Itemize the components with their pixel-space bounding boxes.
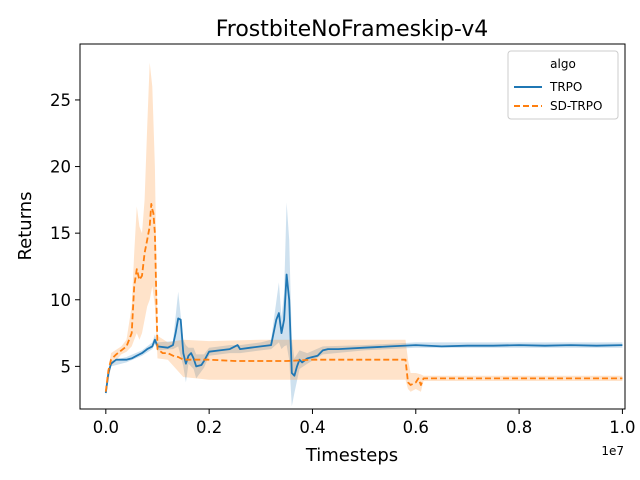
x-axis-label: Timesteps: [305, 445, 398, 466]
series-line-trpo: [104, 273, 623, 394]
y-tick-label: 20: [50, 158, 71, 177]
x-tick-label: 1.0: [609, 418, 635, 437]
y-axis-label: Returns: [15, 191, 36, 260]
legend-entry-trpo: TRPO: [549, 80, 582, 94]
x-tick-label: 0.2: [196, 418, 222, 437]
x-axis: 0.0 0.2 0.4 0.6 0.8 1.0: [93, 409, 636, 437]
legend-box: [507, 50, 619, 120]
y-tick-label: 10: [50, 291, 71, 310]
x-tick-label: 0.8: [506, 418, 532, 437]
series-lines: [104, 203, 623, 394]
legend-title: algo: [550, 57, 576, 71]
y-tick-label: 5: [61, 357, 72, 376]
x-tick-label: 0.6: [403, 418, 429, 437]
plot-frame: [79, 43, 626, 410]
chart-title: FrostbiteNoFrameskip-v4: [216, 17, 489, 42]
x-tick-label: 0.4: [299, 418, 325, 437]
y-tick-label: 15: [50, 224, 71, 243]
legend: algo TRPO SD-TRPO: [507, 50, 619, 120]
x-axis-offset-label: 1e7: [601, 444, 624, 458]
x-tick-label: 0.0: [93, 418, 119, 437]
y-axis: 5 10 15 20 25: [50, 91, 80, 376]
y-tick-label: 25: [50, 91, 71, 110]
legend-entry-sd-trpo: SD-TRPO: [550, 99, 602, 113]
